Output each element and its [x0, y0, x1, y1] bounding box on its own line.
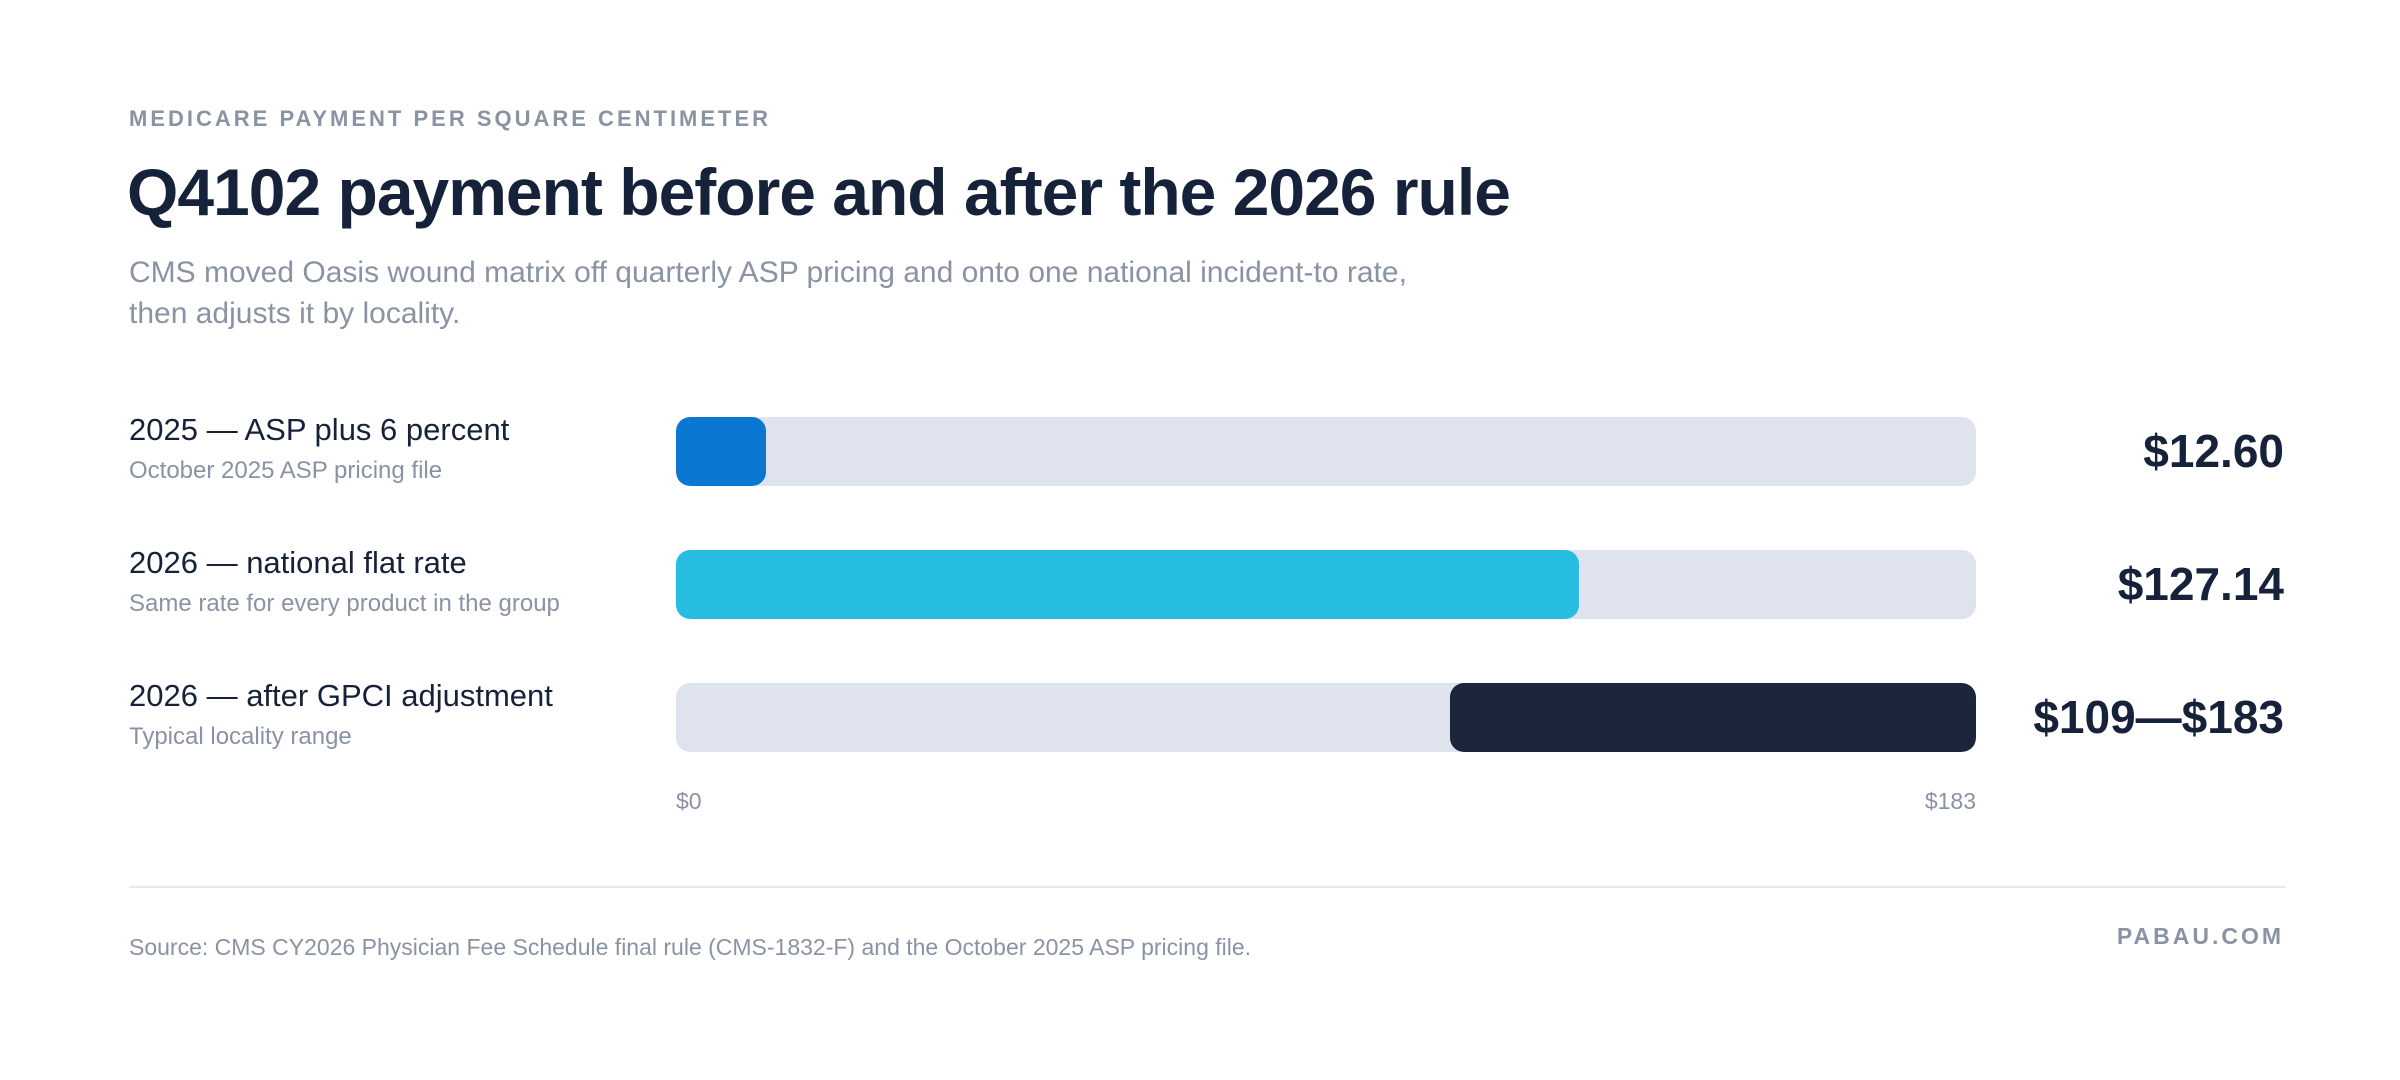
value-label: $12.60 [2143, 425, 2284, 477]
x-tick-min: $0 [676, 788, 702, 814]
bar-track [676, 550, 1976, 619]
row-label-2026-flat: 2026 — national flat rate Same rate for … [129, 545, 560, 618]
x-tick-max: $183 [1924, 788, 1976, 814]
footer-divider [129, 886, 2285, 888]
row-label-2026-gpci: 2026 — after GPCI adjustment Typical loc… [129, 678, 553, 751]
subtitle-line-2: then adjusts it by locality. [129, 297, 461, 330]
category-label: 2025 — ASP plus 6 percent [129, 412, 510, 447]
chart-subtitle: CMS moved Oasis wound matrix off quarter… [129, 252, 1529, 334]
bar-2026-flat-rate [676, 550, 1580, 619]
bar-track [676, 417, 1976, 486]
category-note: Same rate for every product in the group [129, 590, 560, 617]
value-label: $109—$183 [2033, 691, 2284, 743]
brand-link[interactable]: PABAU.COM [2116, 923, 2284, 949]
eyebrow-label: MEDICARE PAYMENT PER SQUARE CENTIMETER [129, 106, 772, 131]
row-label-2025: 2025 — ASP plus 6 percent October 2025 A… [129, 412, 509, 485]
category-label: 2026 — national flat rate [129, 545, 467, 580]
category-label: 2026 — after GPCI adjustment [129, 678, 553, 713]
value-label: $127.14 [2117, 558, 2284, 610]
category-note: October 2025 ASP pricing file [129, 457, 443, 484]
bar-track [676, 683, 1976, 752]
category-note: Typical locality range [129, 723, 352, 750]
chart-title: Q4102 payment before and after the 2026 … [127, 155, 1511, 229]
source-note: Source: CMS CY2026 Physician Fee Schedul… [129, 934, 1252, 960]
bar-2025-asp [676, 417, 766, 486]
bar-2026-gpci-range [1450, 683, 1976, 752]
subtitle-line-1: CMS moved Oasis wound matrix off quarter… [129, 256, 1407, 289]
